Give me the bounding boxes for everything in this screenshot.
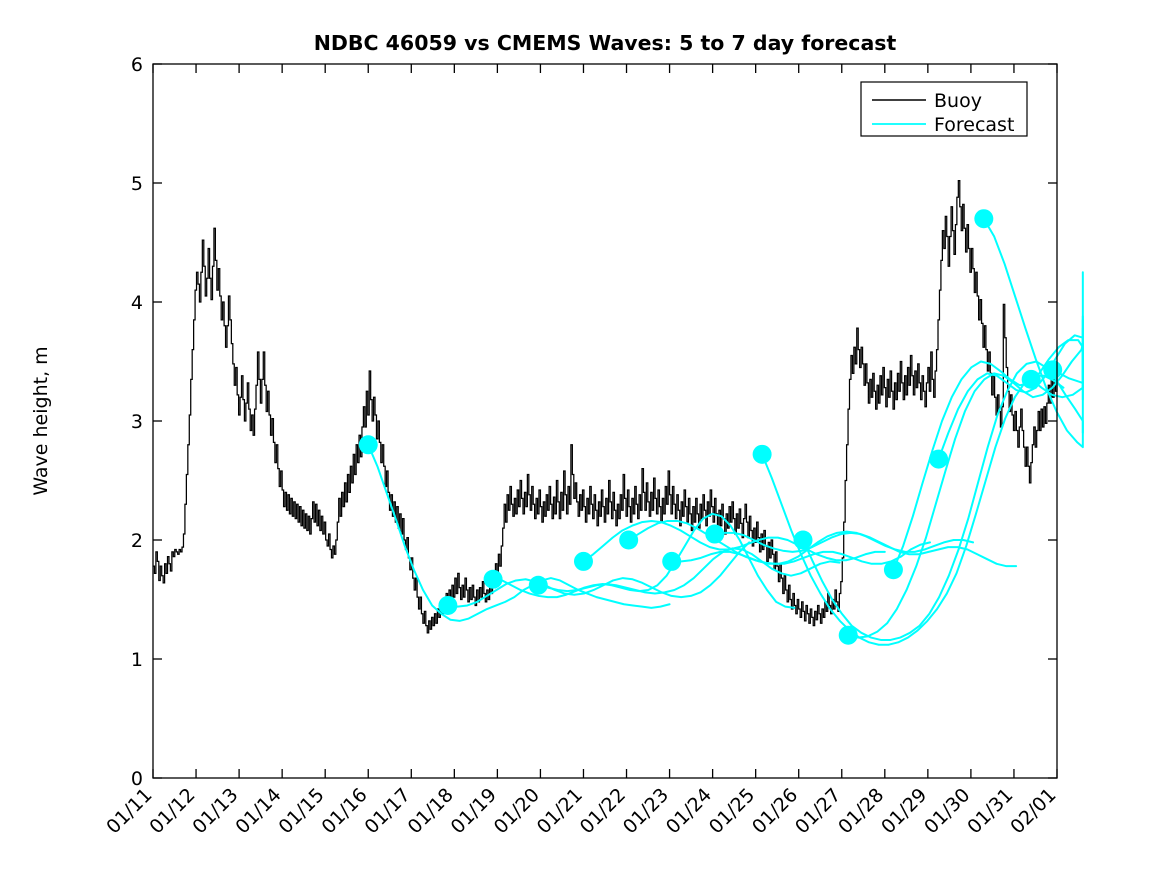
series-line-forecast [492,512,796,609]
series-line-forecast [367,443,671,622]
forecast-init-marker [929,449,949,469]
x-tick-label: 01/31 [963,784,1017,838]
y-tick-label: 4 [131,292,143,314]
x-tick-label: 01/30 [920,784,974,838]
x-tick-label: 01/27 [791,784,845,838]
forecast-init-marker [619,530,639,550]
forecast-init-marker [483,569,503,589]
legend-label-forecast: Forecast [934,114,1014,136]
series-line-forecast-group [367,217,1084,646]
x-tick-label: 01/12 [145,784,199,838]
x-tick-label: 01/23 [619,784,673,838]
x-tick-label: 01/16 [317,784,371,838]
forecast-init-marker [793,530,813,550]
forecast-init-marker [752,444,772,464]
series-layer [153,179,1084,646]
x-tick-label: 01/20 [490,784,544,838]
plot-frame [152,63,1058,779]
y-tick-label: 0 [131,768,143,790]
x-tick-label: 01/21 [533,784,587,838]
x-tick-label: 02/01 [1006,784,1060,838]
forecast-init-marker [438,595,458,615]
legend-label-buoy: Buoy [934,90,982,112]
series-line-forecast [1051,315,1084,384]
forecast-init-marker [1043,360,1063,380]
forecast-init-marker [974,209,994,229]
x-tick-label: 01/18 [404,784,458,838]
y-axis-ticks: 0 1 2 3 4 5 6 [131,54,1057,790]
x-tick-label: 01/28 [834,784,888,838]
x-tick-label: 01/14 [231,784,285,838]
y-tick-label: 3 [131,411,143,433]
forecast-init-marker [1021,369,1041,389]
x-tick-label: 01/15 [274,784,328,838]
x-tick-label: 01/11 [102,784,156,838]
x-tick-label: 01/17 [361,784,415,838]
y-tick-label: 1 [131,649,143,671]
series-line-forecast [582,519,886,563]
x-tick-label: 01/22 [576,784,630,838]
forecast-init-marker [705,524,725,544]
forecast-init-marker [528,575,548,595]
y-axis-label: Wave height, m [30,346,52,495]
series-line-forecast [982,217,1084,449]
x-tick-label: 01/19 [447,784,501,838]
forecast-marker-group [358,209,1063,645]
x-tick-label: 01/29 [877,784,931,838]
x-tick-label: 01/25 [705,784,759,838]
series-line-forecast [537,547,841,595]
x-axis-ticks: 01/1101/1201/1301/1401/1501/1601/1701/18… [102,64,1061,838]
forecast-init-marker [662,551,682,571]
forecast-init-marker [573,551,593,571]
y-tick-label: 6 [131,54,143,76]
legend-box [860,81,1028,137]
forecast-init-marker [883,560,903,580]
series-line-forecast [761,374,1065,646]
y-tick-label: 5 [131,173,143,195]
x-tick-label: 01/24 [662,784,716,838]
forecast-init-marker [358,435,378,455]
y-tick-label: 2 [131,530,143,552]
chart-title: NDBC 46059 vs CMEMS Waves: 5 to 7 day fo… [314,31,897,55]
forecast-init-marker [838,625,858,645]
x-tick-label: 01/26 [748,784,802,838]
legend: Buoy Forecast [860,81,1028,137]
series-line-forecast [446,541,751,608]
series-line-buoy [153,179,1058,634]
x-tick-label: 01/13 [188,784,242,838]
